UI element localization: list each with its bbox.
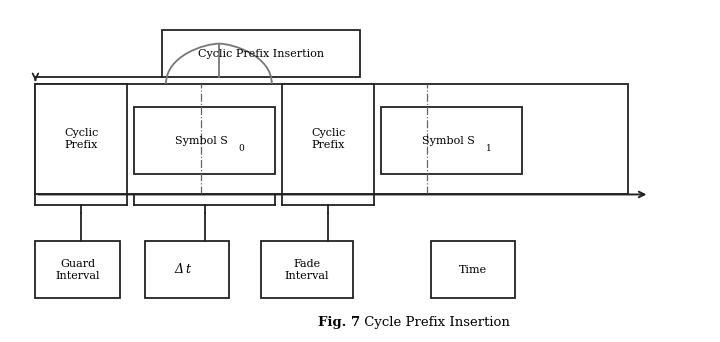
FancyBboxPatch shape xyxy=(35,84,127,195)
FancyBboxPatch shape xyxy=(35,241,120,298)
Text: Symbol S: Symbol S xyxy=(422,136,474,146)
FancyBboxPatch shape xyxy=(431,241,516,298)
FancyBboxPatch shape xyxy=(134,107,275,174)
FancyBboxPatch shape xyxy=(261,241,353,298)
FancyBboxPatch shape xyxy=(145,241,230,298)
FancyBboxPatch shape xyxy=(35,84,628,195)
Text: 1: 1 xyxy=(485,144,491,153)
Text: Cycle Prefix Insertion: Cycle Prefix Insertion xyxy=(360,316,510,329)
Text: Fig. 7: Fig. 7 xyxy=(318,316,360,329)
Text: Cyclic Prefix Insertion: Cyclic Prefix Insertion xyxy=(198,49,324,59)
Text: Δ: Δ xyxy=(174,263,184,276)
Text: Guard
Interval: Guard Interval xyxy=(55,259,100,281)
Text: Fade
Interval: Fade Interval xyxy=(285,259,329,281)
FancyBboxPatch shape xyxy=(381,107,522,174)
Text: Time: Time xyxy=(459,265,487,275)
Text: Symbol S: Symbol S xyxy=(175,136,228,146)
Text: t: t xyxy=(186,263,191,276)
FancyBboxPatch shape xyxy=(163,30,360,77)
Text: Cyclic
Prefix: Cyclic Prefix xyxy=(64,128,99,150)
Text: Cyclic
Prefix: Cyclic Prefix xyxy=(311,128,346,150)
FancyBboxPatch shape xyxy=(282,84,374,195)
Text: 0: 0 xyxy=(238,144,244,153)
